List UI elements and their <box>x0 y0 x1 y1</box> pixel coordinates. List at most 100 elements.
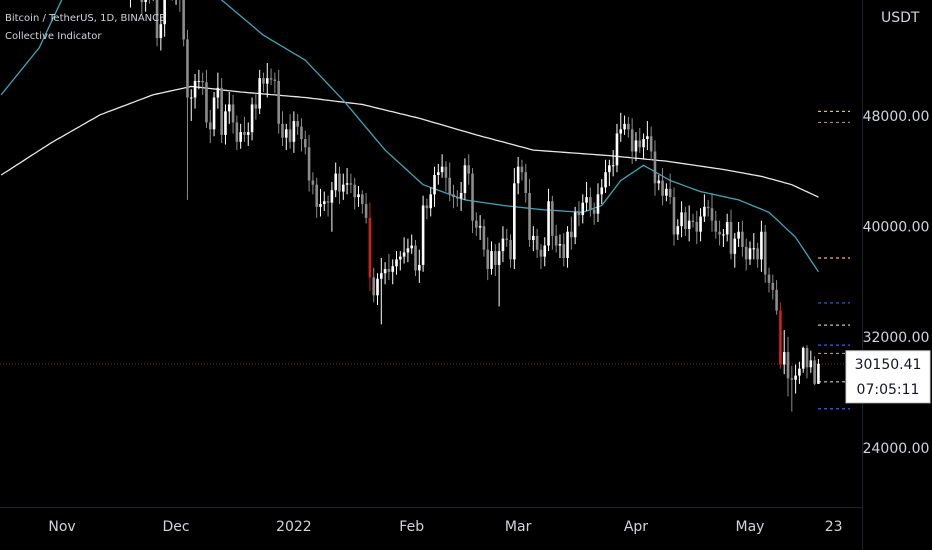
candle-body <box>224 111 227 135</box>
candle-body <box>771 282 775 290</box>
candle-body <box>216 87 220 98</box>
candle-body <box>402 252 406 257</box>
candle-body <box>341 184 345 192</box>
candle-body <box>539 249 543 257</box>
candle-body <box>722 234 725 236</box>
candle-body <box>456 197 459 199</box>
y-tick-label: 48000.00 <box>863 109 930 125</box>
candle-body <box>383 269 387 274</box>
candle-body <box>360 194 364 205</box>
candle-body <box>387 269 391 272</box>
candle-body <box>193 80 197 98</box>
candle-body <box>467 165 471 174</box>
candle-body <box>718 231 721 235</box>
candle-body <box>144 0 147 3</box>
candle-body <box>604 172 607 188</box>
candle-body <box>786 352 790 379</box>
candle-body <box>414 245 417 271</box>
candle-body <box>528 192 531 241</box>
candle-body <box>364 204 368 218</box>
candle-body <box>281 123 284 138</box>
candle-body <box>421 205 425 265</box>
candle-body <box>277 80 280 124</box>
candle-body <box>676 226 680 235</box>
candle-body <box>399 256 402 260</box>
candle-body <box>262 78 265 84</box>
candle-body <box>547 201 550 246</box>
x-tick-label: 23 <box>825 519 843 535</box>
candle-body <box>729 222 733 254</box>
candle-body <box>239 132 242 142</box>
candle-body <box>634 140 638 152</box>
candle-body <box>801 347 805 369</box>
candle-body <box>577 212 581 216</box>
candle-body <box>220 87 223 135</box>
x-tick-label: Feb <box>399 519 424 535</box>
candle-body <box>349 183 353 185</box>
candle-body <box>680 212 683 227</box>
candle-body <box>208 122 212 130</box>
candle-body <box>509 240 512 260</box>
last-price-label: 30150.41 <box>855 357 922 373</box>
candle-body <box>725 222 729 235</box>
candle-body <box>475 220 478 228</box>
candle-body <box>448 177 452 195</box>
candle-body <box>798 368 801 376</box>
y-tick-label: 40000.00 <box>863 220 930 236</box>
price-label-box <box>845 350 931 404</box>
x-tick-label: Dec <box>162 519 189 535</box>
candle-body <box>782 352 786 365</box>
candle-body <box>581 202 585 216</box>
candle-body <box>231 104 235 123</box>
chart-title: Bitcoin / TetherUS, 1D, BINANCE <box>5 13 165 24</box>
candle-body <box>471 173 474 221</box>
candle-body <box>665 188 668 196</box>
candle-body <box>155 0 159 39</box>
candle-body <box>486 249 490 270</box>
candle-body <box>615 133 619 166</box>
x-tick-label: Mar <box>505 519 532 535</box>
candle-body <box>684 212 687 229</box>
candle-body <box>288 129 292 142</box>
candle-body <box>201 80 204 83</box>
candle-body <box>189 97 193 99</box>
candle-body <box>687 220 691 229</box>
candle-body <box>235 122 239 142</box>
candle-body <box>627 123 630 130</box>
candle-body <box>433 174 436 195</box>
overlay: 30150.41 07:05:11 <box>845 350 931 404</box>
candle-body <box>668 188 672 198</box>
candle-body <box>661 180 664 196</box>
candle-body <box>672 197 676 235</box>
candle-body <box>494 251 497 265</box>
candle-body <box>596 194 600 214</box>
candle-body <box>243 132 246 135</box>
candle-body <box>551 201 554 236</box>
candle-body <box>353 184 356 198</box>
candle-body <box>322 201 326 205</box>
candle-body <box>760 231 763 260</box>
candle-body <box>642 139 645 148</box>
candle-body <box>186 39 189 98</box>
candle-body <box>330 190 334 203</box>
candle-body <box>714 220 718 232</box>
candle-body <box>345 183 349 185</box>
candle-body <box>292 121 296 142</box>
candle-body <box>212 97 216 130</box>
candle-body <box>459 192 463 199</box>
candle-body <box>265 78 269 84</box>
candle-body <box>592 209 596 214</box>
candle-body <box>562 244 566 258</box>
plot-area <box>0 0 862 412</box>
x-tick-label: May <box>736 519 765 535</box>
candle-body <box>653 151 657 184</box>
candle-body <box>376 278 379 296</box>
candle-body <box>733 238 737 254</box>
candle-body <box>805 347 809 368</box>
candle-body <box>813 360 816 384</box>
candle-body <box>182 0 185 40</box>
candle-body <box>566 231 569 258</box>
x-tick-label: Apr <box>624 519 648 535</box>
candle-body <box>756 248 759 260</box>
candle-body <box>410 245 414 249</box>
